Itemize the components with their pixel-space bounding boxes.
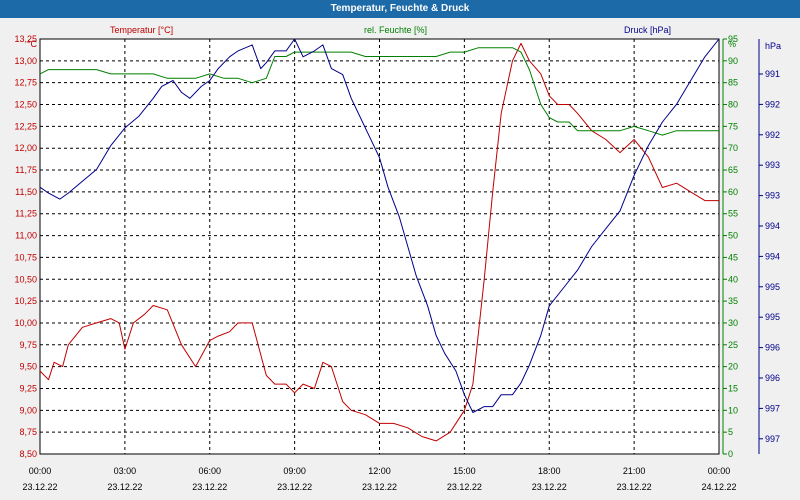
pressure-tick-label: 997 [765, 403, 780, 413]
humidity-tick-label: 45 [728, 252, 738, 262]
temperature-tick-label: 12,50 [14, 100, 37, 110]
x-tick-label-time: 15:00 [453, 466, 476, 476]
humidity-tick-label: 75 [728, 121, 738, 131]
pressure-tick-label: 994 [765, 221, 780, 231]
x-tick-label-time: 03:00 [114, 466, 137, 476]
humidity-tick-label: 25 [728, 340, 738, 350]
x-tick-label-time: 21:00 [623, 466, 646, 476]
temperature-tick-label: 13,25 [14, 34, 37, 44]
humidity-tick-label: 15 [728, 383, 738, 393]
humidity-tick-label: 30 [728, 318, 738, 328]
pressure-tick-label: 996 [765, 373, 780, 383]
legend-pressure: Druck [hPa] [624, 25, 671, 35]
temperature-tick-label: 10,50 [14, 274, 37, 284]
temperature-tick-label: 13,00 [14, 56, 37, 66]
x-tick-label-time: 00:00 [29, 466, 52, 476]
temperature-tick-label: 11,75 [15, 165, 37, 175]
pressure-tick-label: 995 [765, 282, 780, 292]
x-tick-label-date: 23.12.22 [192, 482, 227, 492]
pressure-tick-label: 996 [765, 343, 780, 353]
pressure-tick-label: 995 [765, 312, 780, 322]
humidity-tick-label: 10 [728, 405, 738, 415]
x-tick-label-time: 18:00 [538, 466, 561, 476]
humidity-tick-label: 55 [728, 209, 738, 219]
pressure-tick-label: 993 [765, 160, 780, 170]
temperature-tick-label: 9,50 [19, 362, 37, 372]
humidity-tick-label: 70 [728, 143, 738, 153]
temperature-tick-label: 8,50 [19, 449, 37, 459]
plot-area [39, 38, 720, 455]
humidity-tick-label: 0 [728, 449, 733, 459]
humidity-tick-label: 95 [728, 34, 738, 44]
humidity-tick-label: 85 [728, 78, 738, 88]
x-tick-label-date: 23.12.22 [362, 482, 397, 492]
pressure-tick-label: 992 [765, 130, 780, 140]
temperature-tick-label: 10,25 [14, 296, 37, 306]
temperature-tick-label: 8,75 [19, 427, 37, 437]
x-tick-label-time: 12:00 [368, 466, 391, 476]
x-tick-label-date: 23.12.22 [447, 482, 482, 492]
temperature-tick-label: 12,25 [14, 121, 37, 131]
temperature-unit-label: °C [27, 39, 38, 49]
temperature-tick-label: 9,25 [19, 383, 37, 393]
humidity-tick-label: 40 [728, 274, 738, 284]
temperature-tick-label: 9,00 [19, 405, 37, 415]
temperature-tick-label: 9,75 [19, 340, 37, 350]
pressure-tick-label: 993 [765, 191, 780, 201]
pressure-tick-label: 991 [765, 69, 780, 79]
x-tick-label-date: 23.12.22 [617, 482, 652, 492]
humidity-tick-label: 80 [728, 100, 738, 110]
x-tick-label-time: 00:00 [708, 466, 731, 476]
weather-chart: 00:00 23.12.22 03:00 23.12.22 06:00 23.12.22 0… [14, 25, 781, 492]
temperature-tick-label: 12,00 [14, 143, 37, 153]
x-tick-label-date: 23.12.22 [532, 482, 567, 492]
x-tick-label-time: 06:00 [198, 466, 221, 476]
pressure-tick-label: 997 [765, 434, 780, 444]
temperature-tick-label: 11,00 [15, 231, 37, 241]
series-line-humidity [39, 47, 719, 136]
humidity-unit-label: % [728, 39, 736, 49]
humidity-tick-label: 90 [728, 56, 738, 66]
x-tick-label-date: 23.12.22 [22, 482, 57, 492]
humidity-tick-label: 60 [728, 187, 738, 197]
series-line-temperature [39, 42, 719, 442]
pressure-tick-label: 992 [765, 99, 780, 109]
pressure-unit-label: hPa [765, 41, 781, 51]
window-title: Temperatur, Feuchte & Druck [0, 0, 800, 18]
pressure-tick-label: 994 [765, 251, 780, 261]
legend-temperature: Temperatur [°C] [110, 25, 173, 35]
temperature-tick-label: 11,25 [15, 209, 37, 219]
x-tick-label-date: 23.12.22 [277, 482, 312, 492]
series-line-pressure [39, 38, 720, 413]
temperature-tick-label: 10,75 [14, 252, 37, 262]
humidity-tick-label: 65 [728, 165, 738, 175]
temperature-tick-label: 12,75 [14, 78, 37, 88]
humidity-tick-label: 50 [728, 231, 738, 241]
x-tick-label-time: 09:00 [283, 466, 306, 476]
humidity-tick-label: 35 [728, 296, 738, 306]
humidity-tick-label: 5 [728, 427, 733, 437]
temperature-tick-label: 11,50 [15, 187, 37, 197]
humidity-tick-label: 20 [728, 362, 738, 372]
x-tick-label-date: 23.12.22 [107, 482, 142, 492]
temperature-tick-label: 10,00 [14, 318, 37, 328]
legend-humidity: rel. Feuchte [%] [364, 25, 427, 35]
x-tick-label-date: 24.12.22 [701, 482, 736, 492]
